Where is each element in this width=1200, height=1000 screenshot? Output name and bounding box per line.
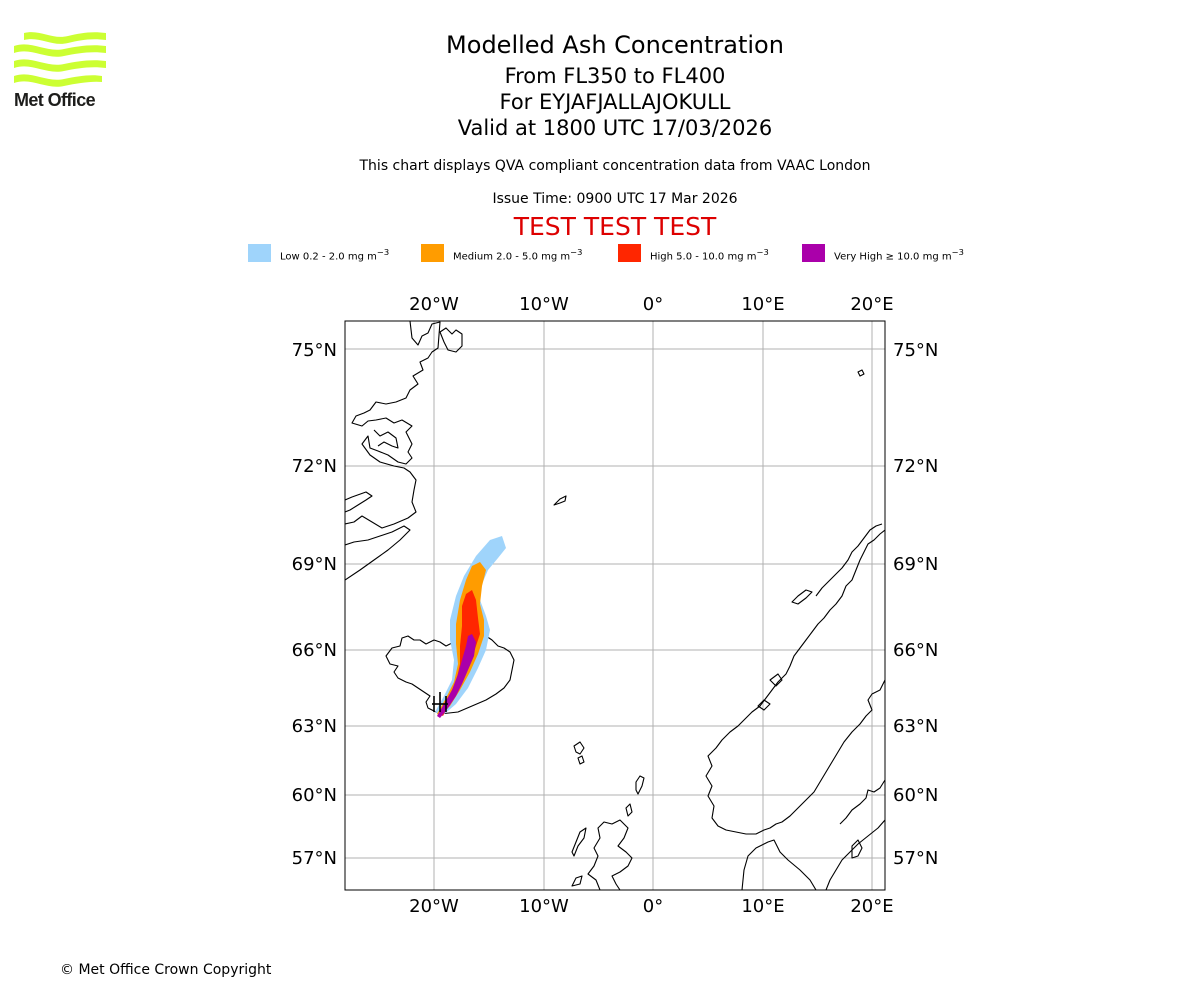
lat-tick-label: 57°N bbox=[292, 848, 337, 869]
valid-time: Valid at 1800 UTC 17/03/2026 bbox=[457, 116, 773, 140]
sweden-coast bbox=[825, 819, 885, 890]
greenland-coast-north bbox=[439, 327, 463, 353]
bear-island-coast bbox=[857, 369, 865, 377]
lon-ticks-bottom: 20°W 10°W 0° 10°E 20°E bbox=[409, 896, 893, 917]
lat-tick-label: 63°N bbox=[292, 716, 337, 737]
iceland-coast bbox=[385, 635, 515, 715]
map-frame bbox=[344, 320, 886, 891]
faroe-coast bbox=[573, 741, 585, 765]
norway-islands bbox=[757, 589, 813, 711]
chart-title: Modelled Ash Concentration bbox=[446, 31, 784, 59]
lat-tick-label: 60°N bbox=[893, 785, 938, 806]
issue-time: Issue Time: 0900 UTC 17 Mar 2026 bbox=[492, 191, 738, 207]
met-office-wave-icon bbox=[14, 32, 106, 87]
greenland-coast-inlet bbox=[345, 491, 373, 513]
lon-tick-label: 20°E bbox=[850, 294, 893, 315]
legend-label-very-high: Very High ≥ 10.0 mg m bbox=[834, 251, 952, 263]
hebrides-coast bbox=[571, 827, 587, 887]
lon-tick-label: 20°W bbox=[409, 294, 459, 315]
legend-swatch-high bbox=[618, 244, 641, 262]
lat-tick-label: 66°N bbox=[893, 640, 938, 661]
met-office-logo-text: Met Office bbox=[14, 90, 96, 110]
lat-tick-label: 75°N bbox=[292, 340, 337, 361]
norway-coast bbox=[741, 839, 817, 890]
volcano-name: For EYJAFJALLAJOKULL bbox=[499, 90, 731, 114]
lat-tick-label: 72°N bbox=[893, 456, 938, 477]
greenland-fjord bbox=[373, 429, 399, 449]
lon-tick-label: 0° bbox=[643, 294, 663, 315]
lat-tick-label: 60°N bbox=[292, 785, 337, 806]
lat-tick-label: 75°N bbox=[893, 340, 938, 361]
volcano-marker-icon bbox=[432, 692, 448, 712]
flight-level-range: From FL350 to FL400 bbox=[504, 64, 726, 88]
copyright-notice: © Met Office Crown Copyright bbox=[60, 962, 272, 978]
legend-label-high: High 5.0 - 10.0 mg m bbox=[650, 251, 757, 263]
legend-label-medium: Medium 2.0 - 5.0 mg m bbox=[453, 251, 571, 263]
compliance-note: This chart displays QVA compliant concen… bbox=[359, 158, 871, 174]
lon-tick-label: 10°W bbox=[519, 294, 569, 315]
scandinavia-coast bbox=[705, 529, 885, 835]
lat-ticks-left: 75°N 72°N 69°N 66°N 63°N 60°N 57°N bbox=[292, 340, 337, 869]
ash-plume-high bbox=[440, 590, 480, 716]
lon-tick-label: 10°W bbox=[519, 896, 569, 917]
met-office-logo: Met Office bbox=[14, 30, 106, 112]
legend-swatch-medium bbox=[421, 244, 444, 262]
shetland-coast bbox=[625, 775, 645, 817]
greenland-coast bbox=[345, 321, 441, 529]
lat-tick-label: 69°N bbox=[292, 554, 337, 575]
ash-plume-very-high bbox=[437, 634, 476, 718]
map-frame-background bbox=[345, 321, 885, 890]
lat-tick-label: 72°N bbox=[292, 456, 337, 477]
greenland-coast-east bbox=[345, 525, 411, 581]
lon-ticks-top: 20°W 10°W 0° 10°E 20°E bbox=[409, 294, 893, 315]
gotland-coast bbox=[851, 839, 863, 859]
lon-tick-label: 0° bbox=[643, 896, 663, 917]
lon-tick-label: 10°E bbox=[741, 294, 784, 315]
test-banner: TEST TEST TEST bbox=[513, 212, 717, 241]
lon-tick-label: 10°E bbox=[741, 896, 784, 917]
lat-tick-label: 63°N bbox=[893, 716, 938, 737]
norway-fjords bbox=[815, 523, 883, 597]
jan-mayen-coast bbox=[553, 495, 567, 506]
lon-tick-label: 20°E bbox=[850, 896, 893, 917]
lat-tick-label: 66°N bbox=[292, 640, 337, 661]
lat-ticks-right: 75°N 72°N 69°N 66°N 63°N 60°N 57°N bbox=[893, 340, 938, 869]
lat-tick-label: 69°N bbox=[893, 554, 938, 575]
lon-tick-label: 20°W bbox=[409, 896, 459, 917]
scotland-coast bbox=[587, 819, 633, 890]
coastlines bbox=[345, 321, 885, 890]
legend-label-low: Low 0.2 - 2.0 mg m bbox=[280, 251, 377, 263]
map-gridlines bbox=[345, 321, 885, 890]
sweden-north-coast bbox=[839, 779, 885, 825]
legend-swatch-very-high bbox=[802, 244, 825, 262]
legend-swatch-low bbox=[248, 244, 271, 262]
lat-tick-label: 57°N bbox=[893, 848, 938, 869]
ash-plume bbox=[435, 536, 506, 718]
